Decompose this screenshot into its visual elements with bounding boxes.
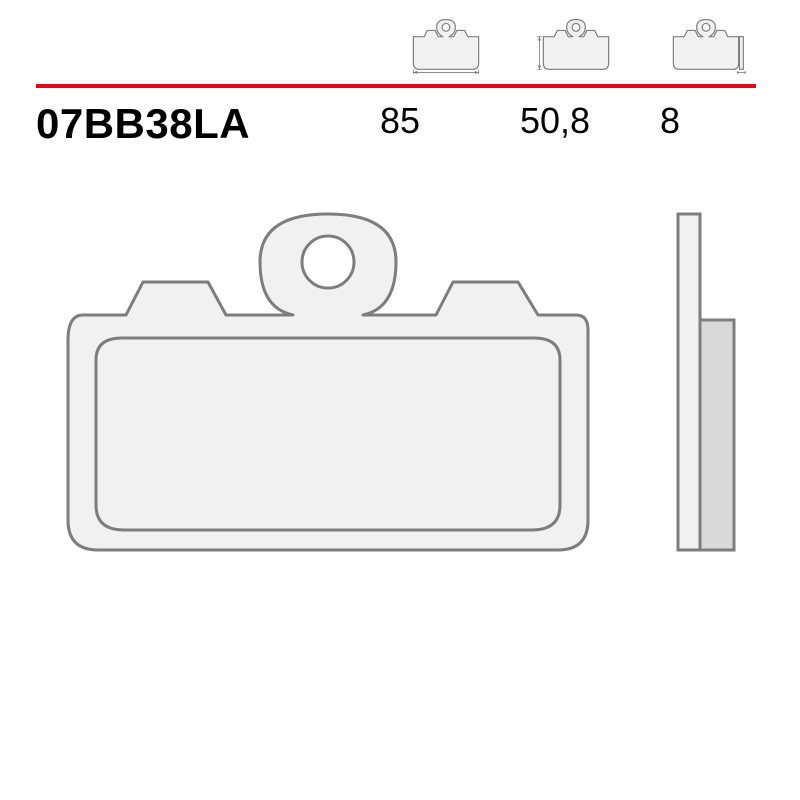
brake-pad-side-drawing <box>670 200 750 560</box>
dimension-width-value: 85 <box>380 100 420 142</box>
dimension-thickness-value: 8 <box>660 100 680 142</box>
red-divider-line <box>36 84 756 88</box>
dimension-icons-row <box>0 18 800 80</box>
spec-sheet: { "part_number": "07BB38LA", "dimensions… <box>0 0 800 800</box>
brake-pad-front-drawing <box>58 200 598 560</box>
width-icon <box>400 18 492 74</box>
dimension-height-value: 50,8 <box>520 100 590 142</box>
height-icon <box>530 18 622 74</box>
spec-row: 07BB38LA <box>36 100 250 148</box>
part-number: 07BB38LA <box>36 100 250 148</box>
thickness-icon <box>660 18 752 74</box>
